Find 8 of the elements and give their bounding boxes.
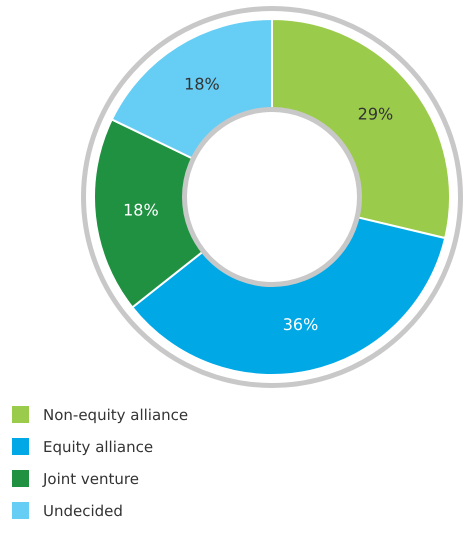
data-label: 36% [282,314,318,334]
data-label: 29% [358,104,394,124]
legend-label: Non-equity alliance [43,406,188,424]
legend-label: Equity alliance [43,438,154,456]
data-label: 18% [184,74,220,94]
legend-label: Undecided [43,502,123,520]
data-label: 18% [123,200,159,220]
legend-label: Joint venture [43,470,139,488]
